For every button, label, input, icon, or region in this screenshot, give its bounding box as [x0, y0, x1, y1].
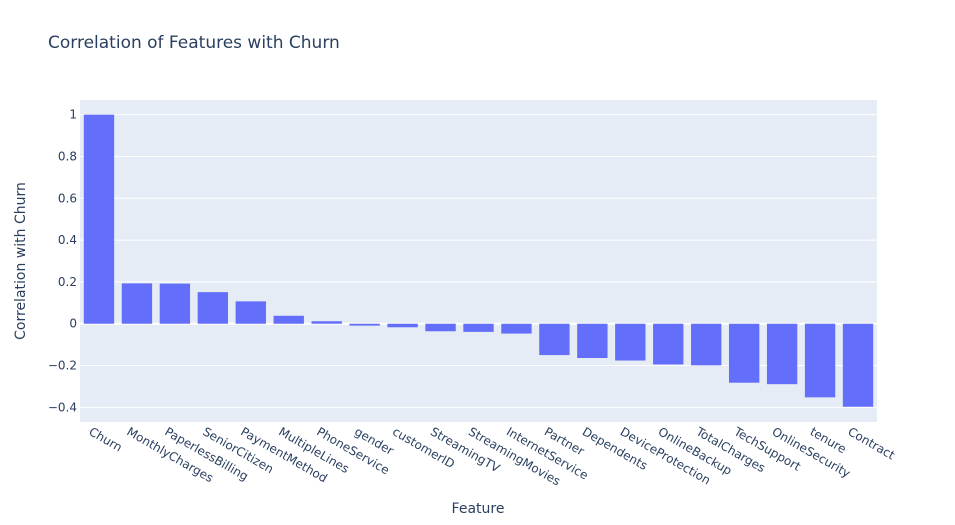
bar-PhoneService [311, 321, 342, 324]
bar-MultipleLines [273, 315, 304, 324]
y-tick-label: 0.2 [58, 275, 77, 289]
bar-InternetService [501, 323, 532, 334]
bar-gender [349, 323, 380, 326]
y-axis-ticks: 1 0.8 0.6 0.4 0.2 0 −0.2 −0.4 [48, 108, 77, 415]
bar-PaymentMethod [235, 301, 266, 324]
x-axis-ticks: Churn MonthlyChargesPaperlessBillingSenio… [86, 424, 897, 488]
bar-Churn [83, 114, 115, 324]
y-tick-label: 0.6 [58, 191, 77, 205]
bar-StreamingMovies [463, 323, 494, 332]
bars [83, 114, 874, 407]
bar-TotalCharges [691, 323, 722, 366]
y-tick-label: 0.8 [58, 149, 77, 163]
y-tick-label: 1 [69, 108, 77, 122]
x-tick-label: Churn [86, 424, 124, 454]
bar-customerID [387, 323, 418, 328]
bar-TechSupport [728, 323, 760, 383]
bar-DeviceProtection [615, 323, 646, 361]
y-tick-label: −0.2 [48, 359, 77, 373]
bar-StreamingTV [425, 323, 456, 332]
bar-Contract [842, 323, 874, 407]
bar-tenure [804, 323, 836, 398]
chart-title: Correlation of Features with Churn [48, 33, 340, 53]
bar-Partner [539, 323, 570, 356]
bar-OnlineSecurity [766, 323, 798, 385]
y-tick-label: 0.4 [58, 233, 77, 247]
y-tick-label: −0.4 [48, 400, 77, 414]
y-axis-title: Correlation with Churn [13, 182, 29, 340]
bar-PaperlessBilling [159, 283, 191, 324]
x-tick-label: Contract [846, 424, 898, 462]
bar-SeniorCitizen [197, 292, 229, 324]
y-tick-label: 0 [69, 317, 77, 331]
bar-MonthlyCharges [121, 283, 153, 324]
bar-OnlineBackup [653, 323, 684, 365]
bar-Dependents [577, 323, 608, 359]
x-axis-title: Feature [452, 501, 505, 517]
